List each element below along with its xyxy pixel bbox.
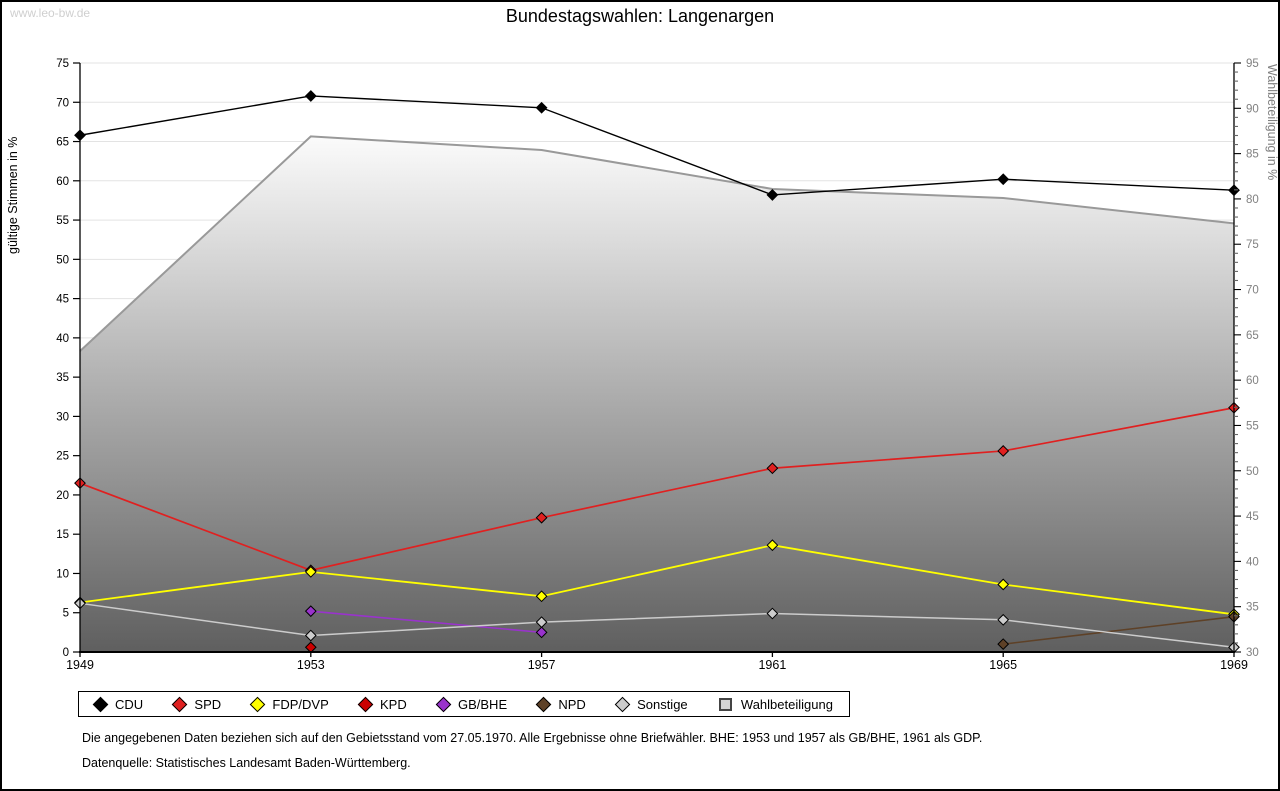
chart-canvas: 0 5 10 15 20 25 30 35 40 45 50 55 60 65 70 75 gültige St… [6, 58, 1279, 672]
svg-text:70: 70 [56, 97, 69, 109]
legend-diamond-icon [357, 696, 374, 712]
series-gb-bhe [304, 605, 548, 639]
watermark: www.leo-bw.de [10, 6, 91, 20]
svg-text:15: 15 [56, 529, 69, 541]
legend-diamond-icon [536, 696, 552, 712]
legend-item-gb-bhe: GB/BHE [435, 696, 508, 712]
legend-item-spd: SPD [172, 696, 222, 712]
svg-text:45: 45 [1246, 511, 1259, 523]
svg-text:25: 25 [56, 451, 69, 463]
page-title: Bundestagswahlen: Langenargen [505, 6, 775, 26]
legend-label: GB/BHE [457, 696, 508, 712]
svg-text:20: 20 [56, 490, 69, 502]
legend-diamond-icon [92, 696, 109, 712]
axes [79, 63, 1235, 653]
svg-text:65: 65 [1246, 330, 1259, 342]
legend-label: CDU [115, 696, 144, 712]
svg-text:10: 10 [56, 568, 69, 580]
svg-text:1961: 1961 [758, 658, 786, 672]
right-axis: 30 35 40 45 50 55 60 65 70 75 80 85 90 95 Wahlbeteilig… [1234, 58, 1279, 659]
svg-text:1969: 1969 [1220, 658, 1248, 672]
left-axis-title: gültige Stimmen in % [6, 137, 20, 254]
legend-item-cdu: CDU [92, 696, 144, 712]
svg-text:5: 5 [63, 608, 69, 620]
svg-text:45: 45 [56, 294, 69, 306]
svg-text:95: 95 [1246, 58, 1259, 70]
legend-label: KPD [380, 696, 407, 712]
footer-source: Datenquelle: Statistisches Landesamt Bad… [82, 756, 411, 770]
svg-text:0: 0 [63, 647, 69, 659]
left-axis: 0 5 10 15 20 25 30 35 40 45 50 55 60 65 70 75 gültige St… [6, 58, 80, 659]
series-sonstige [74, 597, 1240, 654]
legend-label: FDP/DVP [272, 696, 329, 712]
svg-text:60: 60 [56, 176, 69, 188]
svg-text:40: 40 [56, 333, 69, 345]
svg-text:50: 50 [56, 254, 69, 266]
svg-text:85: 85 [1246, 149, 1259, 161]
svg-text:1953: 1953 [297, 658, 325, 672]
legend-label: Wahlbeteiligung [740, 696, 833, 712]
legend-diamond-icon [435, 696, 452, 712]
svg-text:80: 80 [1246, 194, 1259, 206]
svg-text:65: 65 [56, 137, 69, 149]
legend-item-sonstige: Sonstige [614, 696, 688, 712]
right-axis-title: Wahlbeteiligung in % [1265, 64, 1279, 180]
x-axis: 1949 1953 1957 1961 1965 1969 [66, 652, 1248, 672]
svg-text:55: 55 [1246, 420, 1259, 432]
svg-text:75: 75 [56, 58, 69, 70]
wahlbeteiligung-area [79, 135, 1235, 653]
svg-text:35: 35 [56, 372, 69, 384]
svg-text:55: 55 [56, 215, 69, 227]
legend-item-npd: NPD [536, 696, 586, 712]
legend-item-wahlbeteiligung: Wahlbeteiligung [718, 696, 833, 712]
svg-text:70: 70 [1246, 285, 1259, 297]
svg-text:1965: 1965 [989, 658, 1017, 672]
legend-square-icon [718, 697, 732, 711]
svg-text:35: 35 [1246, 602, 1259, 614]
legend: CDU SPD FDP/DVP KPD GB/BHE NPD Sonstige Wahlbet… [78, 691, 850, 717]
legend-item-fdp-dvp: FDP/DVP [250, 696, 329, 712]
svg-text:90: 90 [1246, 103, 1259, 115]
svg-text:50: 50 [1246, 466, 1259, 478]
svg-text:75: 75 [1246, 239, 1259, 251]
legend-label: Sonstige [637, 696, 688, 712]
svg-text:60: 60 [1246, 375, 1259, 387]
svg-text:30: 30 [1246, 647, 1259, 659]
legend-item-kpd: KPD [357, 696, 407, 712]
legend-label: SPD [194, 696, 222, 712]
legend-diamond-icon [250, 696, 266, 712]
legend-diamond-icon [172, 696, 188, 712]
legend-diamond-icon [614, 696, 631, 712]
svg-text:1949: 1949 [66, 658, 94, 672]
footer-note: Die angegebenen Daten beziehen sich auf … [82, 731, 983, 745]
svg-text:1957: 1957 [528, 658, 556, 672]
svg-text:40: 40 [1246, 556, 1259, 568]
svg-text:30: 30 [56, 411, 69, 423]
legend-label: NPD [558, 696, 586, 712]
